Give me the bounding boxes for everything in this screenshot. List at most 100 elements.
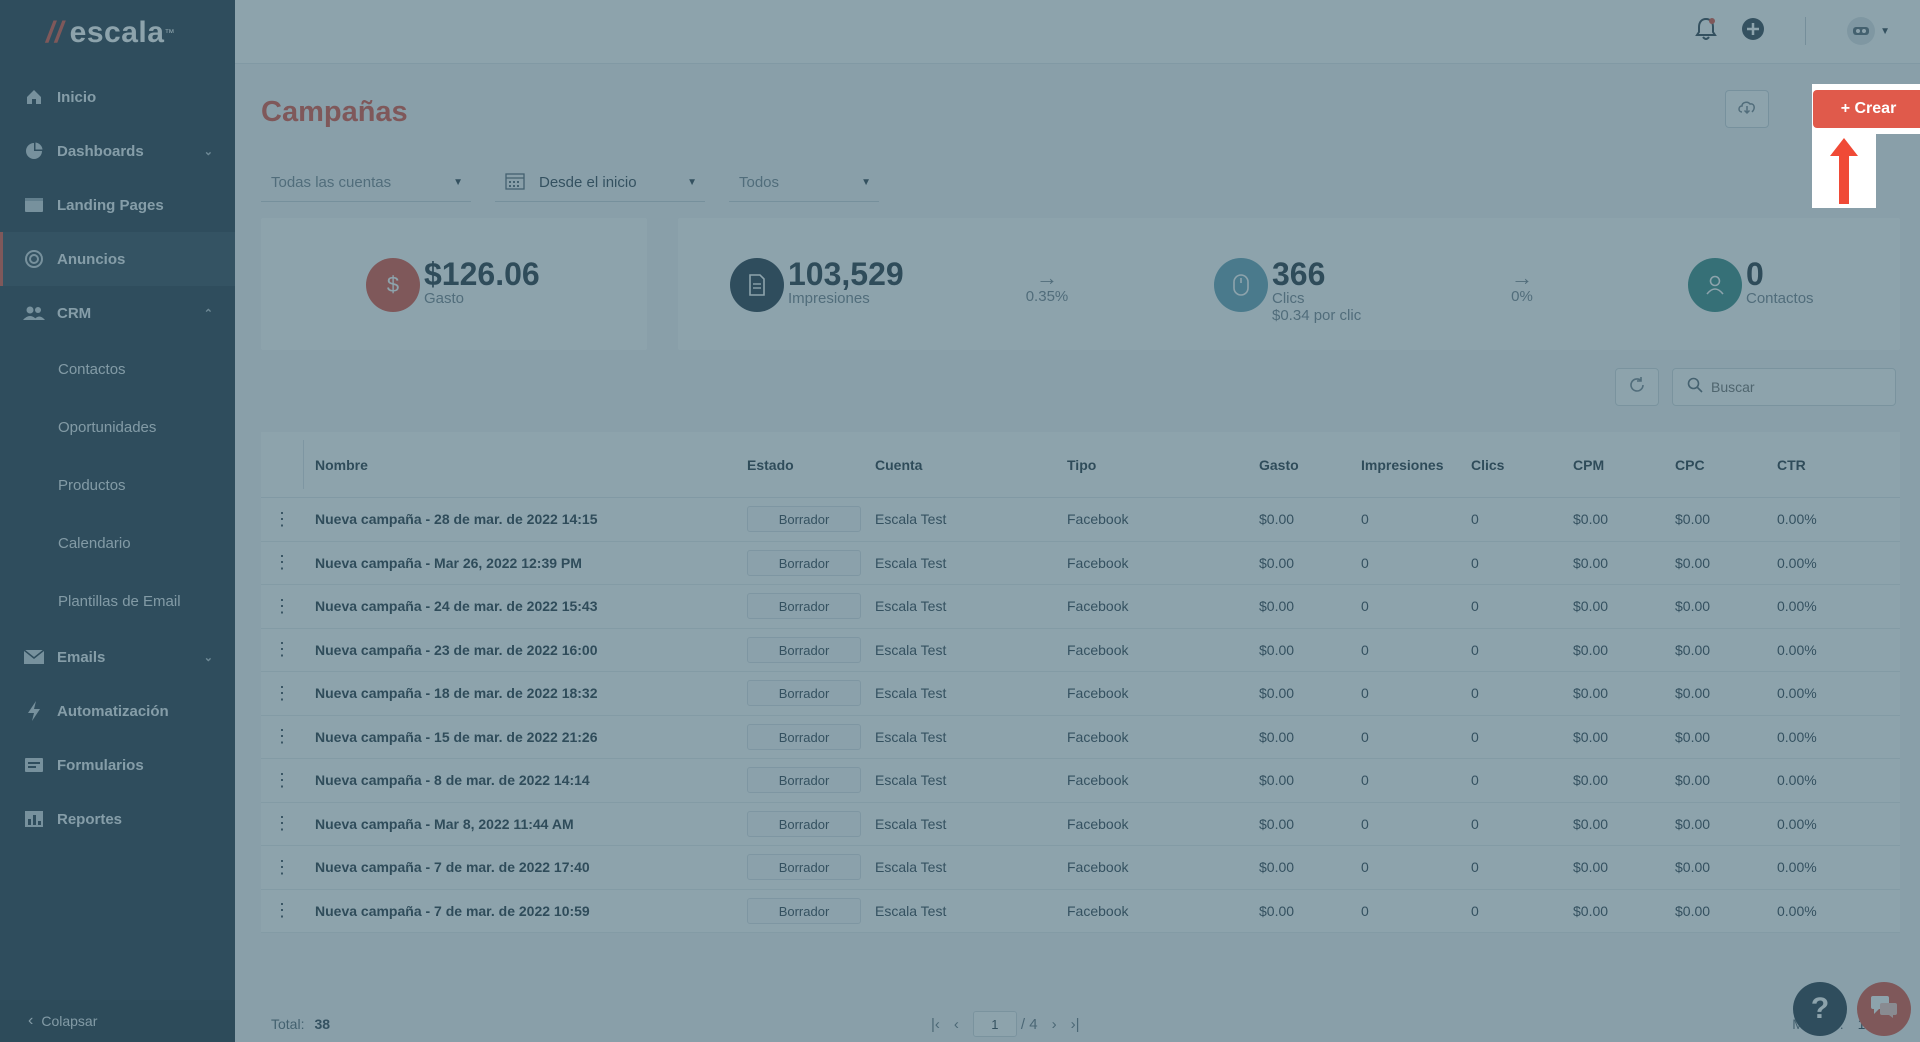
total-label: Total:: [271, 1016, 305, 1032]
campaign-name[interactable]: Nueva campaña - 24 de mar. de 2022 15:43: [315, 598, 598, 615]
header-spend[interactable]: Gasto: [1259, 456, 1299, 473]
date-filter[interactable]: Desde el inicio ▼: [495, 164, 705, 202]
logo[interactable]: // escala ™: [0, 0, 235, 66]
refresh-button[interactable]: [1615, 368, 1659, 406]
table-row[interactable]: ⋮ Nueva campaña - 18 de mar. de 2022 18:3…: [261, 672, 1900, 716]
add-circle-icon[interactable]: [1741, 17, 1765, 46]
header-impressions[interactable]: Impresiones: [1361, 456, 1444, 473]
header-cpc[interactable]: CPC: [1675, 456, 1705, 473]
status-cell: Borrador: [747, 723, 875, 750]
sidebar-item-landing-pages[interactable]: Landing Pages: [0, 178, 235, 232]
campaign-name[interactable]: Nueva campaña - Mar 26, 2022 12:39 PM: [315, 554, 582, 571]
table-row[interactable]: ⋮ Nueva campaña - 23 de mar. de 2022 16:0…: [261, 629, 1900, 672]
impressions-value: 103,529: [788, 256, 904, 292]
create-button[interactable]: + Crear: [1812, 90, 1920, 128]
header-account[interactable]: Cuenta: [875, 456, 923, 473]
campaign-name[interactable]: Nueva campaña - 7 de mar. de 2022 17:40: [315, 859, 590, 876]
row-menu-icon[interactable]: ⋮: [273, 682, 291, 703]
sidebar-subitem-calendario[interactable]: Calendario: [58, 534, 131, 552]
campaign-name[interactable]: Nueva campaña - 7 de mar. de 2022 10:59: [315, 902, 590, 919]
row-menu-icon[interactable]: ⋮: [273, 769, 291, 790]
table-row[interactable]: ⋮ Nueva campaña - 7 de mar. de 2022 10:59…: [261, 890, 1900, 933]
sidebar-item-dashboards[interactable]: Dashboards ⌄: [0, 124, 235, 178]
first-page-icon[interactable]: |‹: [931, 1015, 940, 1033]
cpm-cell: $0.00: [1573, 772, 1609, 789]
campaign-name[interactable]: Nueva campaña - 28 de mar. de 2022 14:15: [315, 511, 598, 528]
cpc-cell: $0.00: [1675, 598, 1711, 615]
status-filter[interactable]: Todos ▼: [729, 164, 879, 202]
header-name[interactable]: Nombre: [315, 456, 368, 473]
contacts-label: Contactos: [1746, 290, 1814, 307]
users-icon: [22, 303, 46, 323]
document-icon: [730, 258, 784, 312]
header-status[interactable]: Estado: [747, 456, 794, 473]
clicks-to-contacts-ratio: → 0%: [1492, 267, 1552, 306]
chevron-down-icon: ⌄: [203, 651, 213, 664]
collapse-sidebar-button[interactable]: ‹ Colapsar: [0, 1000, 235, 1042]
download-button[interactable]: [1725, 90, 1769, 128]
table-row[interactable]: ⋮ Nueva campaña - 28 de mar. de 2022 14:1…: [261, 498, 1900, 542]
sidebar-item-crm[interactable]: CRM ⌃: [0, 286, 235, 340]
table-row[interactable]: ⋮ Nueva campaña - 15 de mar. de 2022 21:2…: [261, 716, 1900, 759]
logo-text: escala: [69, 16, 165, 49]
bell-icon[interactable]: [1695, 17, 1717, 46]
clicks-to-contacts-value: 0%: [1511, 288, 1533, 305]
row-menu-icon[interactable]: ⋮: [273, 856, 291, 877]
sidebar-item-emails[interactable]: Emails ⌄: [0, 630, 235, 684]
cpm-cell: $0.00: [1573, 902, 1609, 919]
sidebar-item-automatizacion[interactable]: Automatización: [0, 684, 235, 738]
header-cpm[interactable]: CPM: [1573, 456, 1605, 473]
sidebar-item-formularios[interactable]: Formularios: [0, 738, 235, 792]
table-row[interactable]: ⋮ Nueva campaña - Mar 8, 2022 11:44 AM Bor…: [261, 803, 1900, 846]
help-button[interactable]: ?: [1793, 982, 1847, 1036]
account-filter[interactable]: Todas las cuentas ▼: [261, 164, 471, 202]
spend-cell: $0.00: [1259, 728, 1295, 745]
campaign-name[interactable]: Nueva campaña - Mar 8, 2022 11:44 AM: [315, 815, 574, 832]
clicks-cell: 0: [1471, 728, 1479, 745]
table-row[interactable]: ⋮ Nueva campaña - Mar 26, 2022 12:39 PM Bo…: [261, 542, 1900, 585]
header-ctr[interactable]: CTR: [1777, 456, 1806, 473]
sidebar-subitem-plantillas[interactable]: Plantillas de Email: [58, 592, 181, 610]
prev-page-icon[interactable]: ‹: [953, 1015, 959, 1033]
browser-icon: [22, 195, 46, 215]
row-menu-icon[interactable]: ⋮: [273, 595, 291, 616]
sidebar: // escala ™ Inicio Dashboards ⌄ Landing …: [0, 0, 235, 1042]
campaign-name[interactable]: Nueva campaña - 23 de mar. de 2022 16:00: [315, 641, 598, 658]
header-type[interactable]: Tipo: [1067, 456, 1097, 473]
sidebar-item-inicio[interactable]: Inicio: [0, 70, 235, 124]
avatar[interactable]: ▼: [1846, 16, 1890, 46]
chat-button[interactable]: [1857, 982, 1911, 1036]
sidebar-subitem-contactos[interactable]: Contactos: [58, 360, 126, 378]
status-cell: Borrador: [747, 593, 875, 620]
sidebar-subitem-productos[interactable]: Productos: [58, 476, 126, 494]
header-clicks[interactable]: Clics: [1471, 456, 1505, 473]
row-menu-icon[interactable]: ⋮: [273, 726, 291, 747]
cpm-cell: $0.00: [1573, 859, 1609, 876]
main-content: Campañas + Crear Todas las cuentas ▼ Des…: [235, 64, 1920, 1042]
campaign-name[interactable]: Nueva campaña - 15 de mar. de 2022 21:26: [315, 728, 598, 745]
row-menu-icon[interactable]: ⋮: [273, 639, 291, 660]
row-menu-icon[interactable]: ⋮: [273, 813, 291, 834]
search-input[interactable]: [1711, 379, 1881, 395]
campaign-name[interactable]: Nueva campaña - 18 de mar. de 2022 18:32: [315, 685, 598, 702]
last-page-icon[interactable]: ›|: [1070, 1015, 1080, 1033]
table-row[interactable]: ⋮ Nueva campaña - 7 de mar. de 2022 17:40…: [261, 846, 1900, 890]
envelope-icon: [22, 647, 46, 667]
sidebar-item-label: Reportes: [57, 810, 123, 828]
account-cell: Escala Test: [875, 511, 947, 528]
row-menu-icon[interactable]: ⋮: [273, 552, 291, 573]
account-cell: Escala Test: [875, 598, 947, 615]
next-page-icon[interactable]: ›: [1051, 1015, 1057, 1033]
row-menu-icon[interactable]: ⋮: [273, 508, 291, 529]
row-menu-icon[interactable]: ⋮: [273, 900, 291, 921]
campaigns-table: Nombre Estado Cuenta Tipo Gasto Impresio…: [261, 432, 1900, 933]
table-row[interactable]: ⋮ Nueva campaña - 24 de mar. de 2022 15:4…: [261, 585, 1900, 629]
sidebar-item-anuncios[interactable]: Anuncios: [0, 232, 235, 286]
page-input[interactable]: 1: [972, 1011, 1017, 1037]
sidebar-item-reportes[interactable]: Reportes: [0, 792, 235, 846]
sidebar-subitem-oportunidades[interactable]: Oportunidades: [58, 418, 157, 436]
imp-to-clicks-value: 0.35%: [1025, 288, 1069, 305]
campaign-name[interactable]: Nueva campaña - 8 de mar. de 2022 14:14: [315, 772, 590, 789]
table-row[interactable]: ⋮ Nueva campaña - 8 de mar. de 2022 14:14…: [261, 759, 1900, 803]
ctr-cell: 0.00%: [1777, 815, 1817, 832]
